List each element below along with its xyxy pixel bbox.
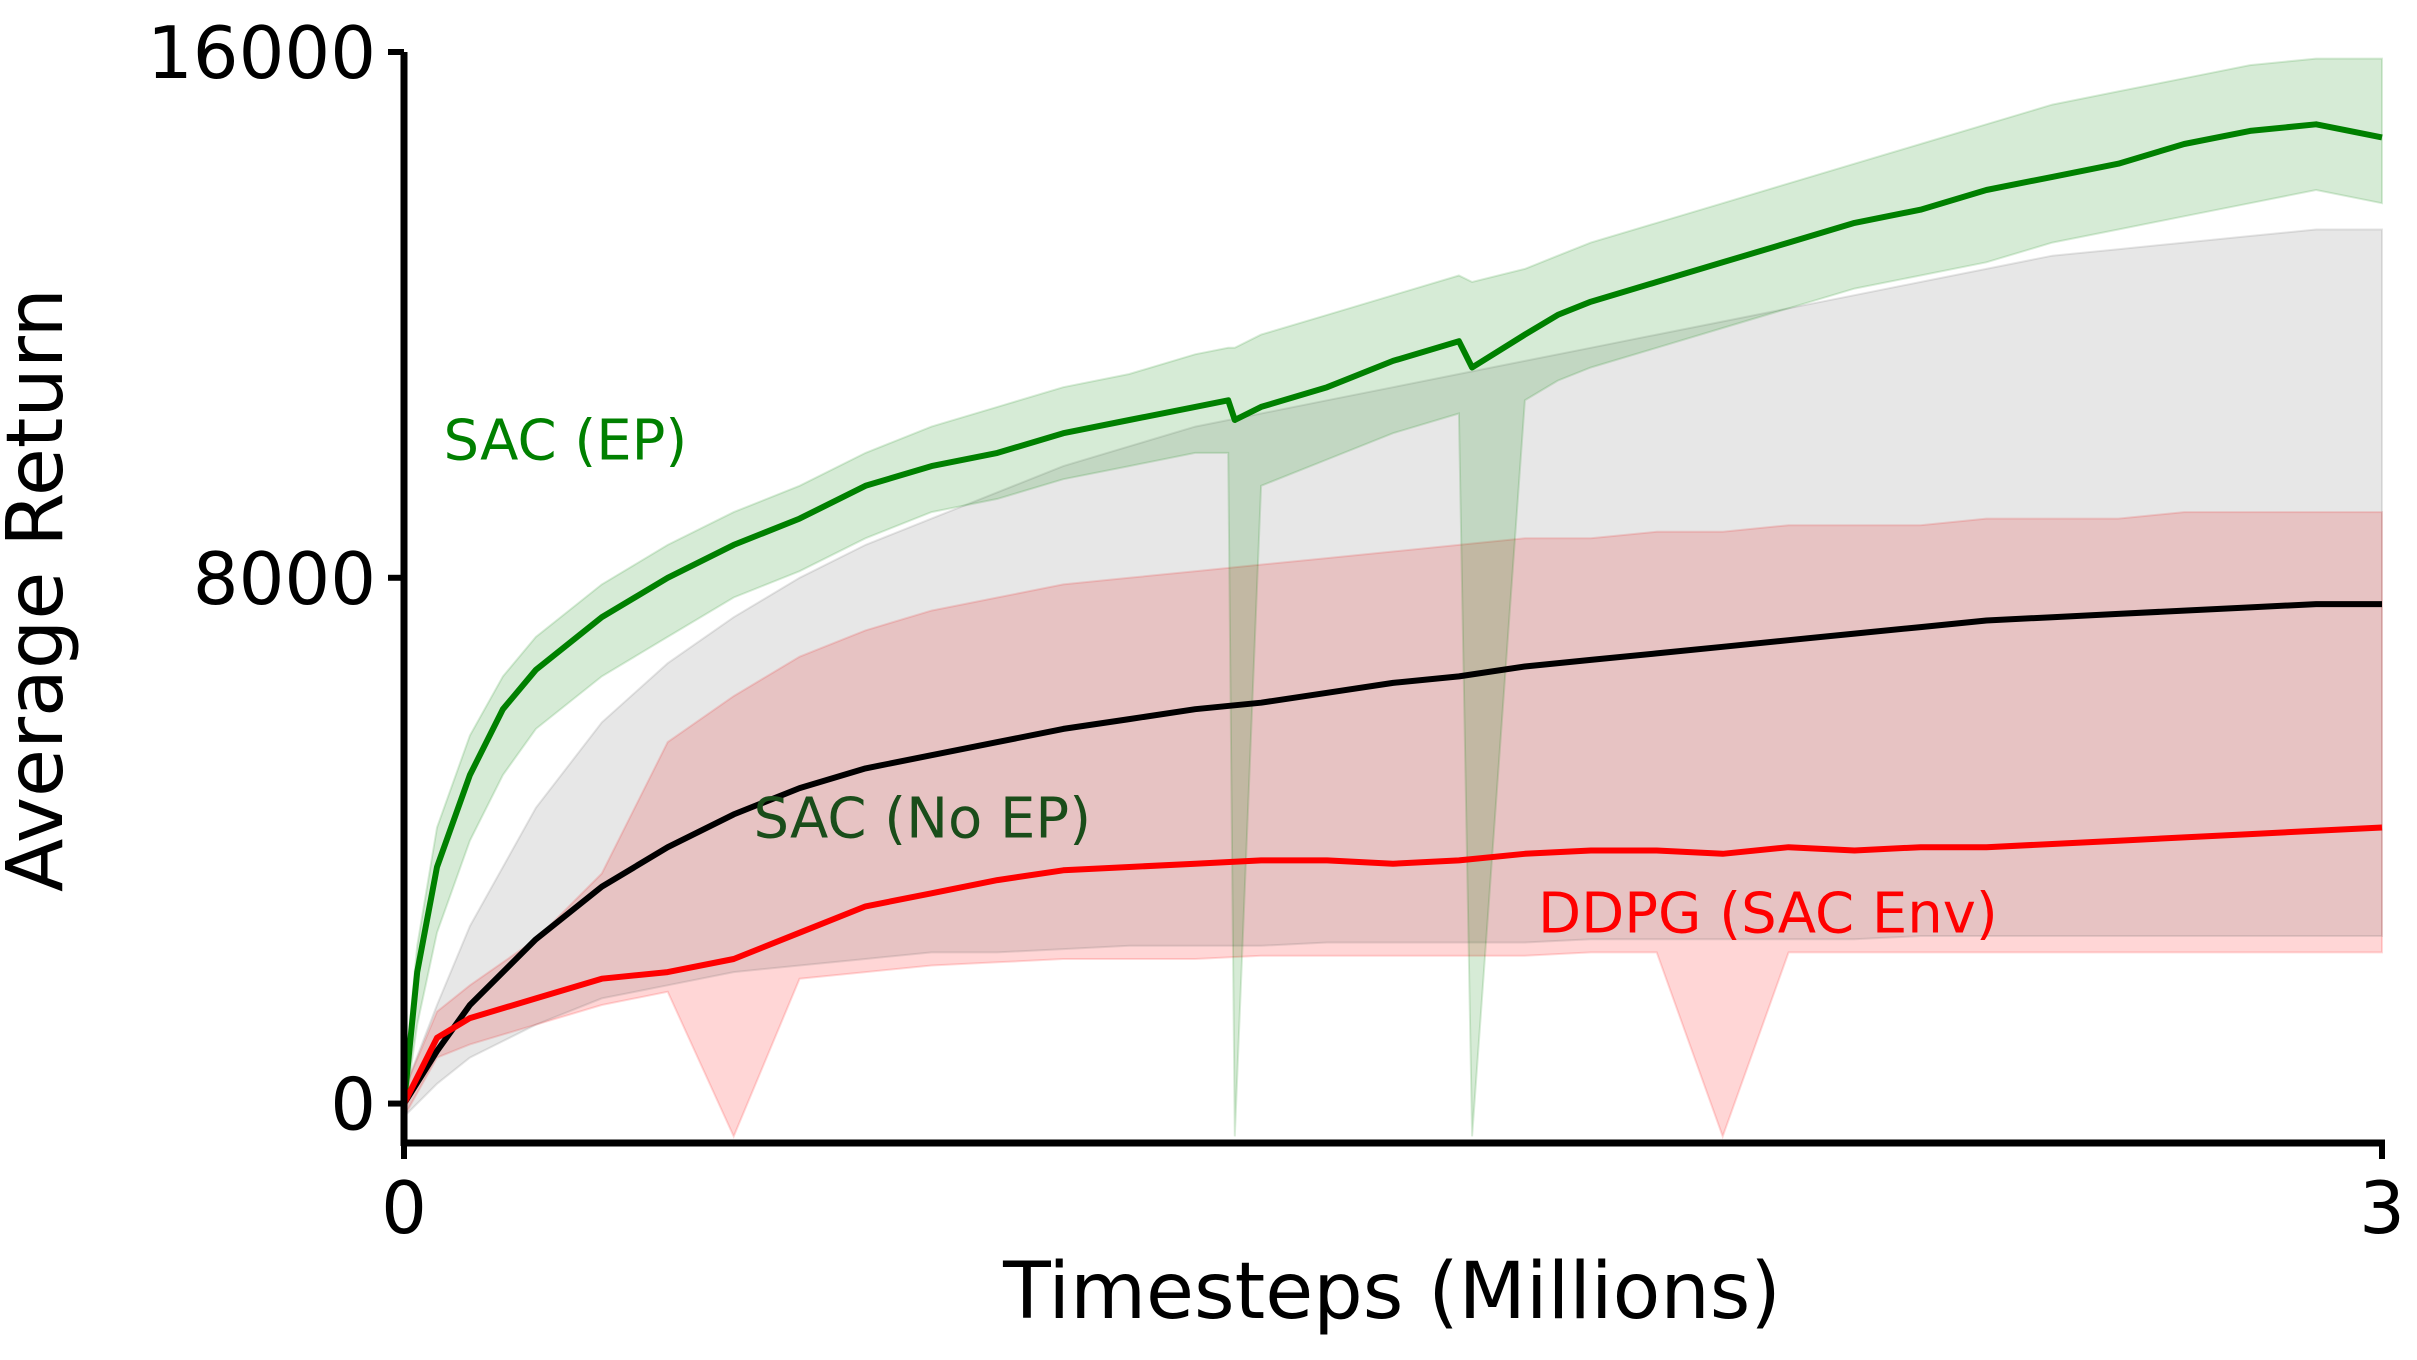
- line-sac-no-ep: [401, 601, 2382, 1106]
- label-ddpg-sac-env: DDPG (SAC Env): [1538, 882, 1998, 947]
- band-ddpg-sac-env: [403, 511, 2383, 1140]
- x-axis-label: Timesteps (Millions): [1002, 1247, 1781, 1337]
- confidence-bands: [403, 57, 2383, 1140]
- y-tick-label: 8000: [193, 537, 376, 621]
- line-sac-ep: [401, 121, 2383, 1104]
- y-tick-label: 0: [330, 1063, 376, 1147]
- label-sac-ep: SAC (EP): [444, 408, 688, 473]
- x-tick-label: 3: [2359, 1166, 2405, 1250]
- y-axis-label: Average Return: [0, 288, 81, 892]
- x-tick-label: 0: [381, 1166, 427, 1250]
- series-lines: [401, 121, 2383, 1106]
- y-tick-label: 16000: [147, 11, 376, 95]
- line-ddpg-sac-env: [401, 824, 2383, 1105]
- label-sac-no-ep: SAC (No EP): [753, 786, 1091, 851]
- y-ticks: 0 8000 16000: [147, 11, 404, 1147]
- series-labels: SAC (EP) SAC (No EP) DDPG (SAC Env): [444, 408, 1998, 946]
- band-sac-no-ep: [403, 228, 2383, 1120]
- band-sac-ep: [403, 57, 2383, 1137]
